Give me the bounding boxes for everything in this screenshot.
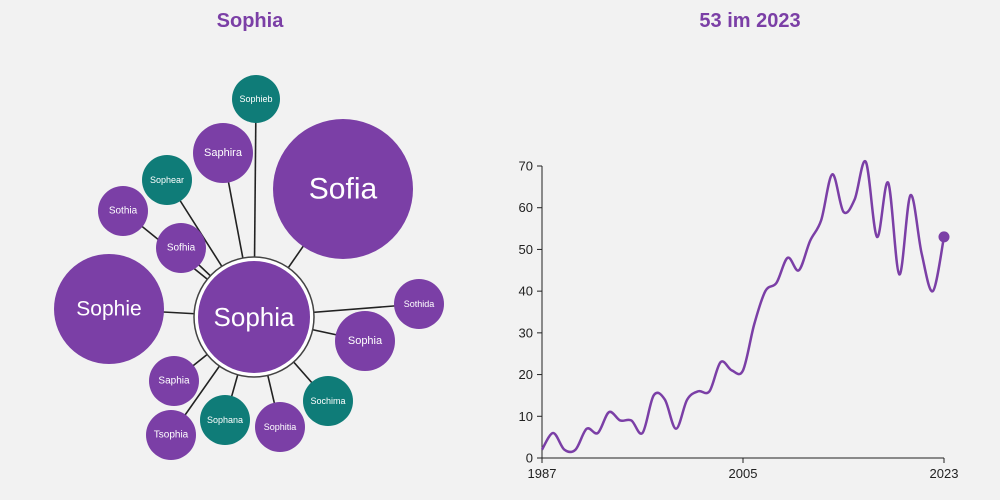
node-label: Sochima [310, 396, 345, 406]
y-tick-label-50: 50 [519, 242, 533, 257]
name-node-sophear-4[interactable]: Sophear [142, 155, 192, 205]
node-label: Sofhia [167, 243, 196, 254]
name-node-sochima-9[interactable]: Sochima [303, 376, 353, 426]
name-node-saphia-13[interactable]: Saphia [149, 356, 199, 406]
x-tick-label-2023: 2023 [930, 466, 959, 481]
node-circle [54, 254, 164, 364]
center-node-sophia[interactable]: Sophia [193, 256, 315, 378]
node-circle [146, 410, 196, 460]
series-line [540, 160, 946, 454]
y-tick-label-20: 20 [519, 367, 533, 382]
node-circle [273, 119, 413, 259]
name-node-sophia-8[interactable]: Sophia [335, 311, 395, 371]
chart-axes: 0 10 20 30 40 50 60 70 1987 2005 2023 [519, 159, 959, 482]
name-node-sothida-7[interactable]: Sothida [394, 279, 444, 329]
node-circle [200, 395, 250, 445]
name-node-sophitia-10[interactable]: Sophitia [255, 402, 305, 452]
name-node-sophana-11[interactable]: Sophana [200, 395, 250, 445]
node-circle [149, 356, 199, 406]
node-circle [142, 155, 192, 205]
node-circle [335, 311, 395, 371]
node-label: Saphia [158, 376, 190, 387]
node-label: Sothida [404, 299, 435, 309]
center-node-label: Sophia [214, 302, 295, 332]
node-circle [156, 223, 206, 273]
node-label: Sofia [309, 173, 378, 206]
name-node-saphira-3[interactable]: Saphira [193, 123, 253, 183]
name-node-sothia-5[interactable]: Sothia [98, 186, 148, 236]
node-circle [303, 376, 353, 426]
y-tick-label-60: 60 [519, 200, 533, 215]
node-label: Sophia [348, 335, 383, 347]
center-node-circle [198, 261, 310, 373]
x-tick-label-1987: 1987 [528, 466, 557, 481]
node-circle [394, 279, 444, 329]
node-label: Sophie [76, 298, 141, 321]
node-label: Sophieb [239, 94, 272, 104]
node-circle [255, 402, 305, 452]
name-node-tsophia-12[interactable]: Tsophia [146, 410, 196, 460]
chart-title: 53 im 2023 [699, 10, 801, 32]
name-node-sophie-1[interactable]: Sophie [54, 254, 164, 364]
y-tick-label-70: 70 [519, 159, 533, 174]
node-label: Sothia [109, 206, 138, 217]
node-label: Sophear [150, 175, 184, 185]
y-tick-label-40: 40 [519, 284, 533, 299]
name-node-sofhia-6[interactable]: Sofhia [156, 223, 206, 273]
chart-plot [540, 160, 950, 454]
last-point-marker[interactable] [938, 231, 950, 243]
name-node-sophieb-2[interactable]: Sophieb [232, 75, 280, 123]
network-title: Sophia [216, 10, 284, 32]
node-label: Saphira [204, 147, 243, 159]
node-circle [193, 123, 253, 183]
node-circle [98, 186, 148, 236]
node-label: Sophitia [264, 422, 297, 432]
name-node-sofia-0[interactable]: Sofia [273, 119, 413, 259]
node-circle [232, 75, 280, 123]
network-nodes: Sofia Sophie Sophieb Saphira Sophear Sothia So… [54, 75, 444, 460]
y-tick-label-30: 30 [519, 325, 533, 340]
name-network: Sofia Sophie Sophieb Saphira Sophear Sothia So… [54, 75, 444, 460]
x-tick-label-2005: 2005 [729, 466, 758, 481]
y-tick-label-10: 10 [519, 409, 533, 424]
node-label: Sophana [207, 415, 243, 425]
node-label: Tsophia [154, 430, 189, 441]
y-tick-label-0: 0 [526, 451, 533, 466]
